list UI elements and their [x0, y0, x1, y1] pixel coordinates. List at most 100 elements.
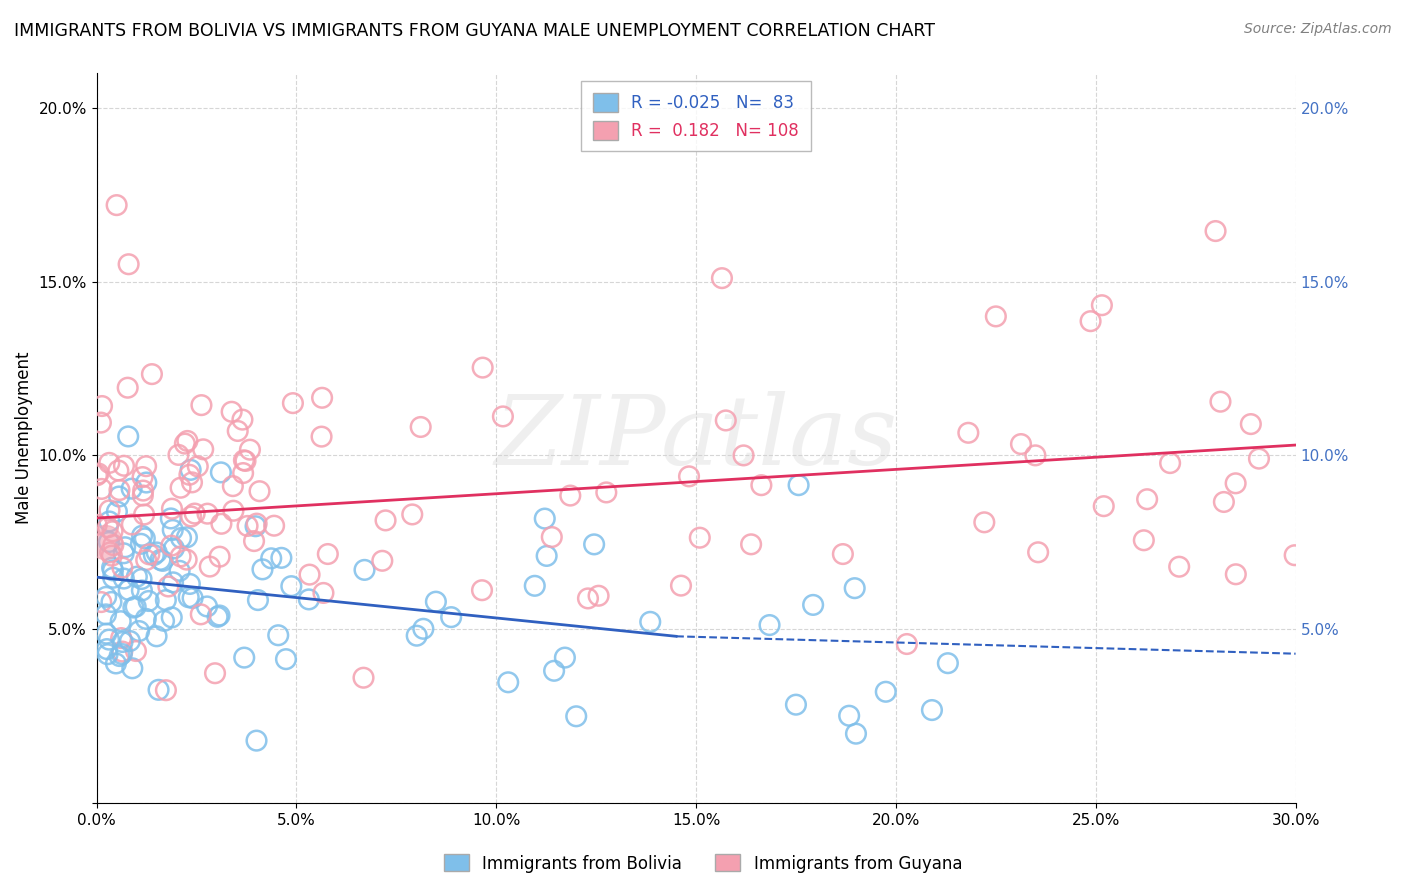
- Point: [533, 511, 555, 525]
- Point: [209, 466, 232, 480]
- Point: [540, 530, 562, 544]
- Point: [1092, 499, 1115, 513]
- Point: [108, 648, 131, 663]
- Point: [316, 547, 339, 561]
- Point: [153, 614, 176, 628]
- Point: [208, 549, 231, 564]
- Point: [560, 489, 582, 503]
- Point: [90, 595, 112, 609]
- Point: [96, 626, 118, 640]
- Point: [838, 708, 860, 723]
- Point: [543, 664, 565, 678]
- Point: [169, 549, 191, 564]
- Point: [235, 454, 257, 468]
- Point: [135, 475, 157, 490]
- Point: [90, 482, 112, 496]
- Point: [844, 581, 866, 595]
- Point: [121, 517, 143, 532]
- Point: [181, 475, 204, 490]
- Point: [132, 508, 155, 522]
- Point: [170, 531, 193, 545]
- Point: [554, 650, 576, 665]
- Point: [374, 513, 396, 527]
- Point: [112, 572, 135, 586]
- Point: [193, 442, 215, 457]
- Point: [576, 591, 599, 606]
- Point: [678, 469, 700, 483]
- Point: [1133, 533, 1156, 548]
- Point: [118, 634, 141, 648]
- Point: [180, 463, 202, 477]
- Point: [98, 545, 121, 559]
- Point: [669, 579, 692, 593]
- Point: [131, 529, 153, 543]
- Point: [274, 652, 297, 666]
- Point: [101, 560, 124, 574]
- Point: [101, 563, 124, 577]
- Point: [108, 483, 131, 497]
- Point: [97, 535, 120, 549]
- Point: [98, 503, 121, 517]
- Point: [921, 703, 943, 717]
- Point: [179, 467, 201, 482]
- Point: [183, 507, 205, 521]
- Point: [101, 549, 124, 563]
- Point: [714, 413, 737, 427]
- Point: [565, 709, 588, 723]
- Text: IMMIGRANTS FROM BOLIVIA VS IMMIGRANTS FROM GUYANA MALE UNEMPLOYMENT CORRELATION : IMMIGRANTS FROM BOLIVIA VS IMMIGRANTS FR…: [14, 22, 935, 40]
- Point: [298, 567, 321, 582]
- Point: [111, 644, 134, 658]
- Point: [135, 553, 157, 567]
- Point: [152, 554, 174, 568]
- Point: [845, 727, 868, 741]
- Point: [129, 537, 152, 551]
- Point: [138, 547, 160, 561]
- Point: [405, 629, 427, 643]
- Point: [1159, 456, 1181, 470]
- Point: [733, 449, 755, 463]
- Point: [105, 198, 128, 212]
- Point: [740, 537, 762, 551]
- Point: [232, 453, 254, 467]
- Point: [157, 579, 180, 593]
- Point: [583, 537, 606, 551]
- Point: [94, 607, 117, 622]
- Point: [221, 405, 243, 419]
- Point: [159, 511, 181, 525]
- Point: [536, 549, 558, 563]
- Point: [236, 519, 259, 533]
- Point: [409, 420, 432, 434]
- Point: [401, 508, 423, 522]
- Point: [260, 551, 283, 566]
- Point: [195, 599, 218, 614]
- Point: [177, 591, 200, 605]
- Point: [135, 612, 157, 626]
- Point: [125, 569, 148, 583]
- Point: [207, 609, 229, 624]
- Point: [222, 504, 245, 518]
- Point: [96, 642, 118, 657]
- Point: [155, 593, 177, 607]
- Point: [1225, 476, 1247, 491]
- Point: [1168, 559, 1191, 574]
- Point: [103, 538, 125, 552]
- Point: [118, 582, 141, 597]
- Point: [1225, 567, 1247, 582]
- Point: [134, 532, 156, 546]
- Point: [312, 586, 335, 600]
- Point: [226, 424, 249, 438]
- Point: [128, 624, 150, 638]
- Point: [801, 598, 824, 612]
- Point: [111, 647, 134, 661]
- Point: [160, 501, 183, 516]
- Point: [155, 683, 177, 698]
- Point: [239, 442, 262, 457]
- Point: [173, 436, 195, 450]
- Point: [984, 310, 1007, 324]
- Point: [190, 398, 212, 412]
- Point: [1284, 548, 1306, 562]
- Point: [112, 458, 135, 473]
- Point: [104, 657, 127, 671]
- Point: [1026, 545, 1049, 559]
- Point: [180, 509, 202, 524]
